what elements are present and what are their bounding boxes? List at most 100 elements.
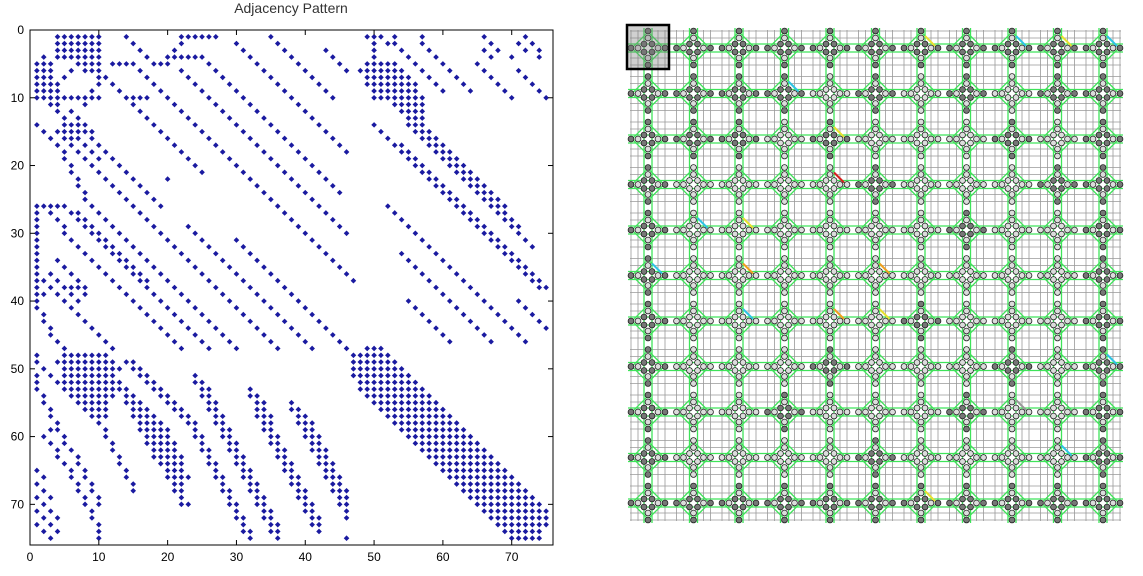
graph-node (917, 107, 925, 114)
spy-point (481, 223, 487, 230)
graph-node (868, 139, 875, 147)
graph-node (822, 503, 830, 511)
spy-point (357, 386, 364, 392)
graph-node (830, 404, 838, 412)
graph-node (934, 272, 942, 279)
graph-node (907, 454, 915, 461)
spy-point (474, 467, 481, 474)
graph-node (1008, 380, 1016, 387)
graph-node (836, 272, 844, 279)
graph-node (680, 454, 687, 461)
graph-node (781, 118, 788, 126)
graph-node (998, 44, 1006, 52)
graph-node (991, 135, 999, 143)
graph-node (967, 503, 974, 511)
graph-node (991, 272, 999, 279)
spy-point (109, 61, 116, 67)
graph-node (777, 404, 784, 412)
graph-node (791, 90, 798, 97)
graph-node (1008, 482, 1016, 490)
graph-node (913, 230, 921, 238)
spy-point (460, 203, 467, 209)
graph-node (1037, 454, 1044, 461)
spy-point (34, 305, 40, 311)
spy-point (357, 379, 364, 386)
graph-node (991, 363, 999, 370)
graph-node (1054, 198, 1061, 205)
graph-node (1095, 86, 1103, 93)
graph-node (735, 171, 743, 178)
graph-node (963, 307, 970, 315)
spy-point (219, 433, 226, 440)
graph-node (690, 444, 697, 451)
spy-point (240, 528, 247, 535)
spy-point (68, 33, 75, 40)
graph-node (830, 222, 838, 230)
graph-node (1050, 222, 1057, 230)
spy-point (157, 454, 164, 460)
graph-node (963, 516, 970, 524)
spy-point (316, 433, 322, 440)
graph-node (822, 359, 830, 366)
spy-point (419, 108, 426, 115)
graph-node (648, 48, 656, 56)
spy-point (426, 128, 432, 135)
spy-point (268, 427, 274, 433)
spy-point (192, 433, 198, 440)
graph-node (707, 135, 714, 143)
graph-node (640, 503, 648, 511)
spy-point (82, 33, 88, 40)
graph-node (694, 359, 701, 366)
spy-point (102, 413, 109, 420)
graph-node (1044, 44, 1051, 52)
graph-node (1099, 398, 1107, 406)
spy-point (385, 81, 391, 88)
graph-node (673, 454, 680, 461)
graph-node (1037, 499, 1044, 507)
graph-node (1054, 191, 1061, 198)
graph-node (673, 317, 680, 325)
spy-point (481, 47, 487, 54)
graph-node (1008, 391, 1016, 399)
spy-point (254, 61, 260, 67)
spy-point (96, 264, 102, 270)
spy-point (247, 528, 254, 535)
spy-point (89, 257, 95, 264)
graph-node (900, 499, 908, 507)
graph-node (872, 471, 879, 478)
spy-point (371, 88, 377, 94)
graph-node (680, 317, 687, 325)
x-tick-label: 30 (230, 550, 244, 564)
spy-point (68, 67, 75, 74)
spy-point (398, 149, 405, 155)
spy-point (68, 271, 75, 277)
graph-node (927, 226, 935, 234)
spy-point (440, 447, 446, 453)
spy-point (247, 135, 254, 142)
graph-node (1054, 34, 1061, 42)
graph-node (1095, 313, 1103, 321)
graph-node (764, 226, 771, 234)
graph-node (777, 94, 784, 101)
spy-point (391, 33, 398, 40)
graph-node (735, 373, 743, 380)
graph-node (725, 90, 733, 97)
spy-point (89, 33, 95, 40)
graph-node (826, 334, 834, 342)
graph-node (1012, 450, 1020, 457)
graph-node (648, 359, 656, 366)
graph-node (959, 230, 966, 238)
graph-node (862, 454, 869, 461)
graph-node (735, 216, 743, 224)
spy-point (474, 223, 481, 230)
graph-node (882, 454, 889, 461)
spy-point (378, 359, 384, 365)
graph-node (1008, 54, 1016, 62)
spy-point (213, 325, 219, 331)
spy-point (240, 521, 247, 528)
spy-point (316, 122, 322, 128)
graph-node (739, 359, 747, 366)
graph-node (862, 408, 869, 416)
graph-node (830, 268, 838, 275)
graph-node (791, 44, 798, 52)
